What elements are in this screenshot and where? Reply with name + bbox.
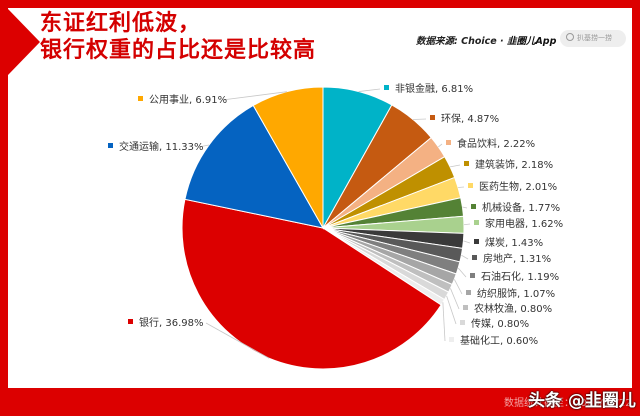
legend-swatch [466,290,471,295]
leader-line [446,295,457,325]
slice-label: 煤炭, 1.43% [485,236,543,249]
legend-swatch [474,220,479,225]
title-line-2: 银行权重的占比还是比较高 [40,38,317,63]
legend-swatch [468,183,473,188]
legend-swatch [430,115,435,120]
leader-line [462,206,468,209]
toutiao-watermark: 头条 @韭圈儿 [528,391,636,411]
search-placeholder: 扒基捞一捞 [577,34,612,42]
search-icon [566,33,574,41]
legend-swatch [108,143,113,148]
slice-label: 石油石化, 1.19% [481,270,559,283]
slice-label: 银行, 36.98% [139,316,204,329]
leader-line [438,143,443,148]
legend-swatch [449,337,454,342]
slice-label: 家用电器, 1.62% [485,217,563,230]
slice-label: 环保, 4.87% [441,112,499,125]
legend-swatch [460,320,465,325]
pie-slice-14[interactable] [181,198,442,370]
leader-line [463,223,471,226]
leader-line [205,322,270,359]
pie-slice-15[interactable] [184,104,324,229]
leader-line [453,279,463,295]
leader-line [458,186,465,188]
slice-label: 交通运输, 11.33% [119,140,204,153]
leader-line [463,240,471,244]
slice-label: 机械设备, 1.77% [482,201,560,214]
legend-swatch [138,96,143,101]
slice-label: 传媒, 0.80% [471,318,529,330]
leader-line [449,164,461,168]
leader-line [222,91,287,101]
data-date-note: 数据统计截至：2023/12/22 [504,398,632,409]
slice-label: 食品饮料, 2.22% [457,137,535,150]
title-arrow-decoration [8,9,40,75]
legend-swatch [464,161,469,166]
leader-line [457,267,467,278]
leader-line [442,302,446,342]
leader-line [198,144,210,148]
slice-label: 非银金融, 6.81% [395,82,473,95]
slice-label: 房地产, 1.31% [483,252,551,265]
search-input[interactable]: 扒基捞一捞 [560,30,626,47]
title-line-1: 东证红利低波， [40,11,202,36]
slice-label: 基础化工, 0.60% [460,334,538,347]
slice-label: 公用事业, 6.91% [149,93,227,106]
legend-swatch [474,239,479,244]
legend-swatch [471,204,476,209]
source-brand: 韭圈儿App [506,36,557,47]
legend-swatch [472,255,477,260]
leader-line [461,254,469,260]
leader-line [358,88,381,92]
slice-label: 医药生物, 2.01% [479,180,557,193]
data-source: 数据来源: Choice · 韭圈儿App [416,33,556,47]
legend-swatch [470,273,475,278]
legend-swatch [384,85,389,90]
page-title: 东证红利低波， 银行权重的占比还是比较高 [40,10,316,64]
legend-swatch [128,319,133,324]
legend-swatch [446,140,451,145]
leader-line [450,288,460,310]
slice-label: 建筑装饰, 2.18% [475,158,553,171]
slice-label: 农林牧渔, 0.80% [474,302,552,315]
source-label: 数据来源: Choice · [416,36,507,47]
legend-swatch [463,305,468,310]
slice-label: 纺织服饰, 1.07% [477,287,555,300]
